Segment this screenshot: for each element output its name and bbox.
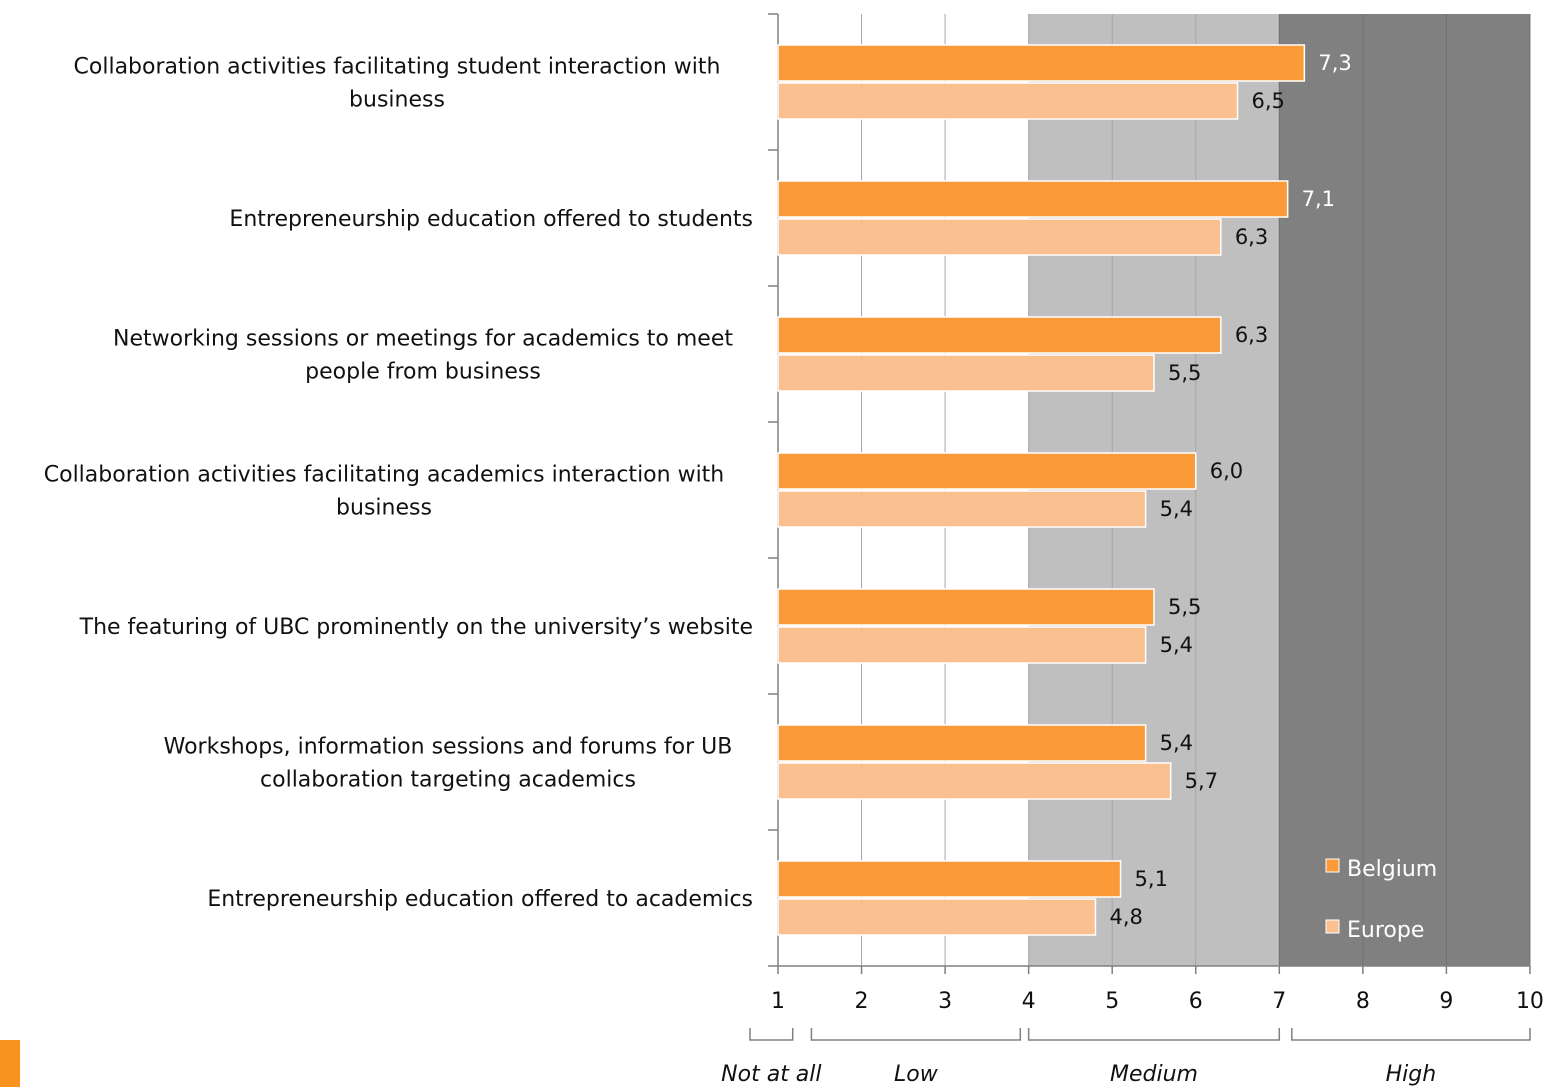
value-label-belgium-0: 7,3 bbox=[1318, 51, 1351, 75]
x-tick-label-8: 8 bbox=[1356, 989, 1370, 1014]
x-tick-label-4: 4 bbox=[1022, 989, 1036, 1014]
x-tick-label-2: 2 bbox=[855, 989, 869, 1014]
x-tick-label-3: 3 bbox=[938, 989, 952, 1014]
category-label-1-line-0: Entrepreneurship education offered to st… bbox=[229, 207, 753, 232]
category-label-0-line-0: Collaboration activities facilitating st… bbox=[74, 55, 721, 80]
band-label-0: Not at all bbox=[721, 1062, 821, 1087]
legend: Belgium Europe bbox=[1325, 857, 1437, 943]
category-label-5-line-0: Workshops, information sessions and foru… bbox=[164, 735, 733, 760]
value-label-europe-2: 5,5 bbox=[1168, 361, 1201, 385]
category-label-6-line-0: Entrepreneurship education offered to ac… bbox=[207, 887, 753, 912]
bar-belgium-6 bbox=[777, 860, 1122, 898]
bar-belgium-0 bbox=[777, 44, 1306, 82]
background-bands bbox=[1028, 14, 1530, 966]
value-label-europe-5: 5,7 bbox=[1185, 769, 1218, 793]
legend-label-europe: Europe bbox=[1347, 918, 1424, 943]
corner-accent-mark bbox=[0, 1040, 20, 1087]
bar-europe-4 bbox=[777, 626, 1147, 664]
band-bracket-1 bbox=[810, 1028, 1022, 1041]
value-label-belgium-5: 5,4 bbox=[1160, 731, 1193, 755]
bar-belgium-3 bbox=[777, 452, 1197, 490]
value-label-europe-4: 5,4 bbox=[1160, 633, 1193, 657]
value-label-belgium-2: 6,3 bbox=[1235, 323, 1268, 347]
x-tick-label-7: 7 bbox=[1272, 989, 1286, 1014]
bar-europe-3 bbox=[777, 490, 1147, 528]
bar-europe-1 bbox=[777, 218, 1222, 256]
band-bracket-0 bbox=[749, 1028, 794, 1041]
value-label-belgium-1: 7,1 bbox=[1302, 187, 1335, 211]
x-tick-label-9: 9 bbox=[1439, 989, 1453, 1014]
value-label-europe-6: 4,8 bbox=[1109, 905, 1142, 929]
bar-europe-5 bbox=[777, 762, 1172, 800]
value-label-belgium-3: 6,0 bbox=[1210, 459, 1243, 483]
axes: 1 2 3 4 5 6 7 8 9 10 bbox=[768, 13, 1544, 1014]
category-label-2-line-0: Networking sessions or meetings for acad… bbox=[113, 327, 733, 352]
legend-label-belgium: Belgium bbox=[1347, 857, 1437, 882]
x-tick-label-1: 1 bbox=[771, 989, 785, 1014]
bar-belgium-5 bbox=[777, 724, 1147, 762]
band-medium-bg bbox=[1028, 14, 1280, 966]
category-bands: Not at all Low Medium High bbox=[721, 1028, 1531, 1087]
legend-swatch-europe bbox=[1325, 919, 1340, 934]
value-label-europe-1: 6,3 bbox=[1235, 225, 1268, 249]
bars bbox=[777, 44, 1306, 936]
category-label-4-line-0: The featuring of UBC prominently on the … bbox=[79, 615, 753, 640]
value-label-belgium-4: 5,5 bbox=[1168, 595, 1201, 619]
category-label-0-line-1: business bbox=[349, 88, 445, 113]
bar-belgium-1 bbox=[777, 180, 1289, 218]
band-label-2: Medium bbox=[1110, 1062, 1198, 1087]
bar-europe-2 bbox=[777, 354, 1155, 392]
bar-europe-6 bbox=[777, 898, 1097, 936]
band-label-1: Low bbox=[894, 1062, 939, 1087]
band-high-bg bbox=[1279, 14, 1530, 966]
band-bracket-2 bbox=[1027, 1028, 1281, 1041]
band-label-3: High bbox=[1386, 1062, 1437, 1087]
value-label-belgium-6: 5,1 bbox=[1135, 867, 1168, 891]
x-tick-label-10: 10 bbox=[1516, 989, 1544, 1014]
x-tick-label-6: 6 bbox=[1189, 989, 1203, 1014]
band-bracket-3 bbox=[1291, 1028, 1531, 1041]
bar-belgium-4 bbox=[777, 588, 1155, 626]
bar-belgium-2 bbox=[777, 316, 1222, 354]
x-tick-label-5: 5 bbox=[1105, 989, 1119, 1014]
gridlines bbox=[861, 14, 1531, 966]
bar-europe-0 bbox=[777, 82, 1239, 120]
value-label-europe-0: 6,5 bbox=[1252, 89, 1285, 113]
category-label-5-line-1: collaboration targeting academics bbox=[260, 768, 636, 793]
labels: 7,3 6,5 Collaboration activities facilitat… bbox=[44, 51, 1352, 929]
category-label-3-line-1: business bbox=[336, 496, 432, 521]
legend-swatch-belgium bbox=[1325, 858, 1340, 873]
value-label-europe-3: 5,4 bbox=[1160, 497, 1193, 521]
category-label-3-line-0: Collaboration activities facilitating ac… bbox=[44, 463, 725, 488]
category-label-2-line-1: people from business bbox=[305, 360, 541, 385]
